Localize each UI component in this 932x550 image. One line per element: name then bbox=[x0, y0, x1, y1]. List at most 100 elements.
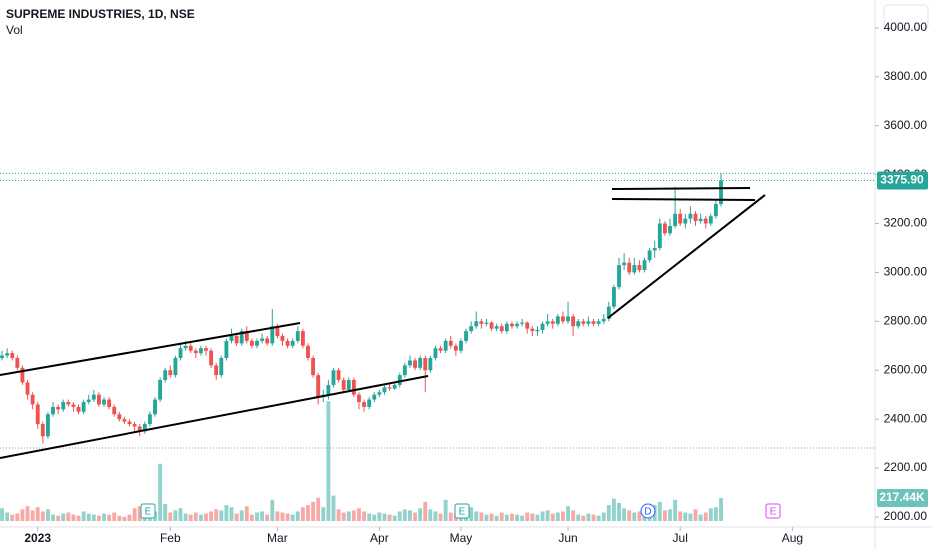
candle-body bbox=[35, 404, 40, 425]
volume-bar bbox=[112, 512, 117, 521]
volume-bar bbox=[510, 513, 514, 521]
volume-bar bbox=[239, 510, 244, 521]
candle-body bbox=[622, 262, 627, 266]
volume-bar bbox=[683, 512, 688, 521]
candle-body bbox=[280, 336, 285, 341]
candle-body bbox=[341, 380, 346, 390]
y-tick-label: 3800.00 bbox=[884, 69, 928, 83]
volume-bar bbox=[30, 510, 35, 521]
candle-body bbox=[265, 338, 270, 344]
candle-body bbox=[290, 340, 295, 346]
candle-body bbox=[81, 402, 86, 412]
candle-body bbox=[51, 406, 55, 415]
candle-body bbox=[617, 265, 621, 288]
settings-button[interactable] bbox=[883, 4, 929, 30]
volume-bar bbox=[596, 515, 601, 521]
candle-body bbox=[285, 340, 290, 346]
volume-label-bg bbox=[877, 488, 928, 507]
volume-bar bbox=[408, 510, 412, 521]
candle-body bbox=[0, 355, 4, 359]
volume-bar bbox=[96, 515, 101, 521]
candle-body bbox=[219, 358, 224, 376]
volume-bar bbox=[581, 515, 586, 521]
candle-body bbox=[137, 426, 142, 432]
volume-bar bbox=[591, 514, 596, 521]
volume-bar bbox=[137, 506, 142, 521]
volume-bar bbox=[708, 508, 713, 521]
candle-body bbox=[713, 203, 718, 217]
volume-bar bbox=[413, 512, 418, 521]
y-tick-label: 3200.00 bbox=[884, 216, 928, 230]
candle-body bbox=[683, 218, 688, 224]
volume-bar bbox=[346, 511, 351, 521]
volume-bar bbox=[576, 514, 581, 521]
y-tick-label: 2600.00 bbox=[884, 362, 928, 376]
volume-title: Vol bbox=[6, 23, 23, 37]
volume-bar bbox=[499, 512, 504, 521]
volume-bar bbox=[107, 514, 112, 521]
volume-bar bbox=[71, 514, 76, 521]
volume-bar bbox=[392, 515, 397, 521]
candle-body bbox=[351, 380, 356, 395]
candle-body bbox=[499, 326, 504, 332]
candle-body bbox=[188, 345, 193, 351]
volume-bar bbox=[295, 511, 300, 521]
event-label: D bbox=[644, 507, 651, 518]
candle-body bbox=[678, 213, 683, 224]
volume-bar bbox=[438, 513, 443, 521]
x-tick-label: Jun bbox=[558, 531, 577, 545]
candle-body bbox=[275, 326, 280, 337]
trend-line bbox=[611, 198, 756, 201]
volume-bar bbox=[617, 502, 621, 521]
volume-bar bbox=[540, 511, 545, 521]
candle-body bbox=[260, 338, 265, 341]
candle-body bbox=[107, 399, 112, 407]
candle-body bbox=[153, 399, 157, 415]
candle-body bbox=[76, 406, 81, 412]
volume-bar bbox=[535, 514, 540, 521]
candle-body bbox=[647, 250, 652, 261]
volume-bar bbox=[560, 511, 565, 521]
candle-body bbox=[183, 345, 188, 349]
candle-body bbox=[596, 321, 601, 324]
candle-body bbox=[112, 406, 117, 415]
x-tick-label: Feb bbox=[160, 531, 181, 545]
candle-body bbox=[657, 223, 662, 248]
volume-bar bbox=[76, 515, 81, 521]
volume-bar bbox=[657, 501, 662, 521]
volume-bar bbox=[351, 510, 356, 521]
candle-body bbox=[606, 306, 611, 319]
volume-bar bbox=[20, 509, 25, 521]
candle-body bbox=[571, 316, 576, 327]
candle-body bbox=[581, 321, 586, 324]
volume-bar bbox=[198, 514, 203, 521]
candle-body bbox=[550, 321, 555, 324]
candle-body bbox=[591, 321, 596, 324]
candle-body bbox=[433, 348, 438, 359]
candle-body bbox=[357, 394, 361, 403]
candle-body bbox=[637, 265, 642, 270]
y-tick-label: 2200.00 bbox=[884, 460, 928, 474]
candle-body bbox=[668, 225, 672, 234]
volume-bar bbox=[188, 514, 193, 521]
volume-bar bbox=[428, 509, 433, 521]
volume-bar bbox=[244, 506, 249, 521]
candle-body bbox=[479, 321, 484, 324]
candle-body bbox=[443, 340, 448, 351]
volume-bar bbox=[214, 509, 219, 521]
volume-bar bbox=[56, 515, 61, 521]
candle-body bbox=[545, 321, 550, 324]
candle-body bbox=[566, 316, 570, 322]
candle-body bbox=[719, 180, 723, 204]
candle-body bbox=[418, 358, 423, 368]
price-label: 3375.90 bbox=[880, 173, 924, 187]
candle-body bbox=[15, 358, 20, 368]
candle-body bbox=[540, 323, 545, 330]
candle-body bbox=[229, 336, 234, 341]
volume-bar bbox=[673, 499, 678, 521]
volume-label: 217.44K bbox=[879, 490, 925, 504]
volume-bar bbox=[484, 514, 489, 521]
volume-bar bbox=[285, 513, 290, 521]
volume-bar bbox=[311, 501, 316, 521]
candle-body bbox=[30, 394, 35, 405]
